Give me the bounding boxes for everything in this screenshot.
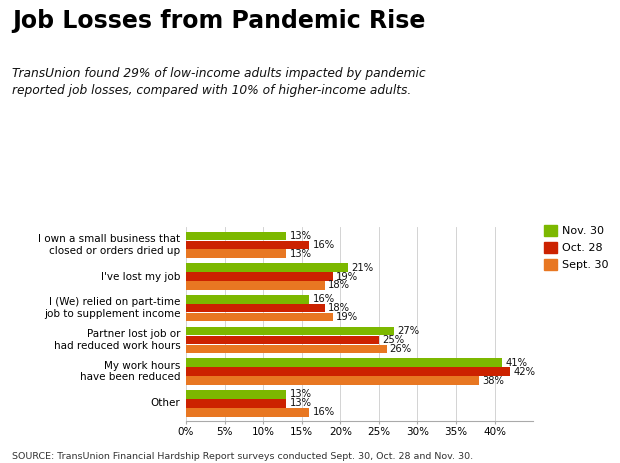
Text: 13%: 13% <box>290 399 311 408</box>
Bar <box>186 304 325 313</box>
Bar <box>186 390 286 399</box>
Text: 18%: 18% <box>328 281 350 290</box>
Bar <box>186 232 286 240</box>
Bar <box>186 376 479 385</box>
Bar <box>186 368 510 376</box>
Text: 13%: 13% <box>290 249 311 259</box>
Bar <box>186 408 309 417</box>
Text: 16%: 16% <box>312 407 335 417</box>
Text: 42%: 42% <box>513 367 535 377</box>
Text: TransUnion found 29% of low-income adults impacted by pandemic
reported job loss: TransUnion found 29% of low-income adult… <box>12 67 426 97</box>
Text: 27%: 27% <box>397 326 420 336</box>
Text: 16%: 16% <box>312 294 335 304</box>
Bar <box>186 399 286 408</box>
Text: 26%: 26% <box>390 344 412 354</box>
Bar <box>186 295 309 304</box>
Bar <box>186 250 286 258</box>
Bar <box>186 344 387 353</box>
Text: 13%: 13% <box>290 389 311 400</box>
Bar <box>186 313 332 321</box>
Bar <box>186 327 394 335</box>
Text: 41%: 41% <box>505 358 528 368</box>
Text: 25%: 25% <box>382 335 404 345</box>
Text: 16%: 16% <box>312 240 335 250</box>
Legend: Nov. 30, Oct. 28, Sept. 30: Nov. 30, Oct. 28, Sept. 30 <box>542 223 611 273</box>
Text: Job Losses from Pandemic Rise: Job Losses from Pandemic Rise <box>12 9 426 33</box>
Text: 18%: 18% <box>328 303 350 313</box>
Bar <box>186 281 325 290</box>
Text: 19%: 19% <box>335 271 358 282</box>
Text: SOURCE: TransUnion Financial Hardship Report surveys conducted Sept. 30, Oct. 28: SOURCE: TransUnion Financial Hardship Re… <box>12 452 474 461</box>
Bar <box>186 336 379 344</box>
Bar <box>186 240 309 249</box>
Bar <box>186 272 332 281</box>
Text: 13%: 13% <box>290 231 311 241</box>
Text: 38%: 38% <box>482 375 504 386</box>
Bar <box>186 263 348 272</box>
Bar <box>186 358 502 367</box>
Text: 21%: 21% <box>351 263 373 273</box>
Text: 19%: 19% <box>335 312 358 322</box>
